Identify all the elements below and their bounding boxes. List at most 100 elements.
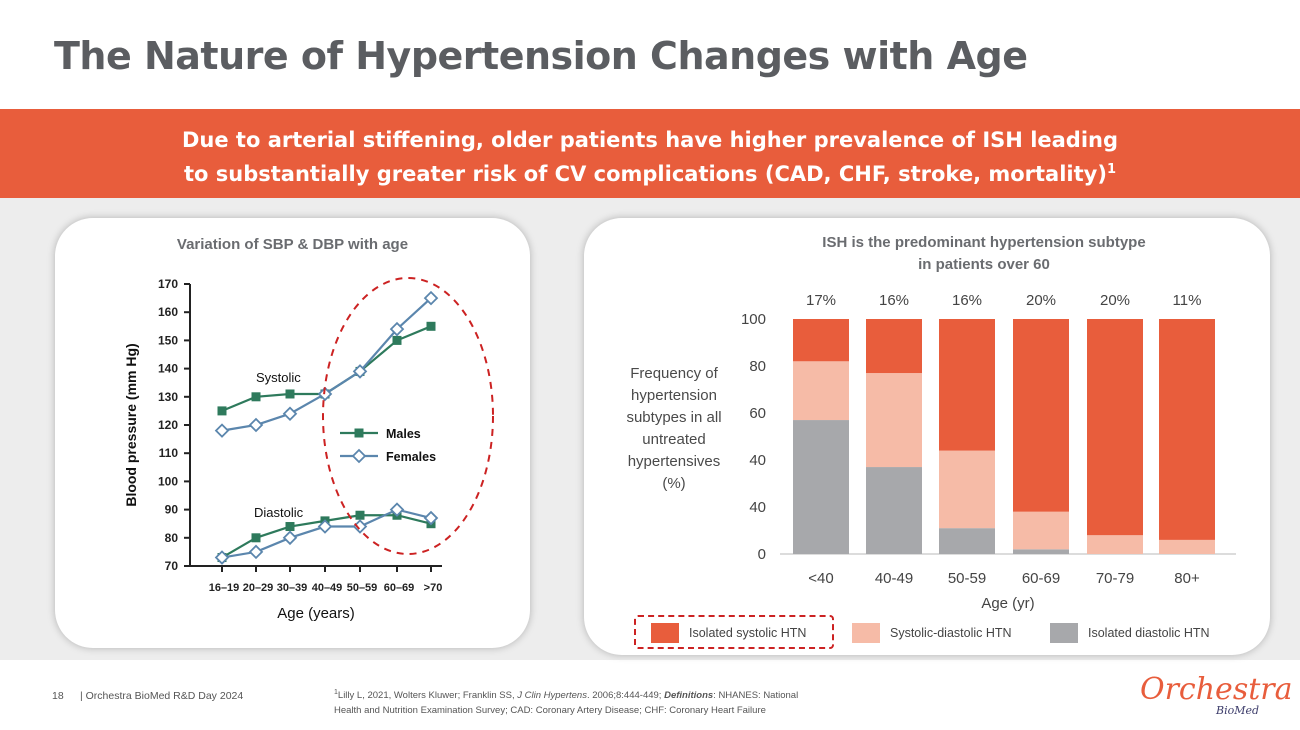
legend-swatch-systolic-diastolic	[852, 623, 880, 643]
female-data-point	[282, 406, 298, 421]
male-data-point	[217, 406, 227, 416]
female-data-point	[352, 364, 368, 379]
male-data-point	[285, 522, 295, 532]
x-tick-label: 40-49	[875, 570, 913, 587]
older-age-highlight-ellipse	[322, 277, 494, 555]
bar-segment-isolated-diastolic-htn	[866, 467, 922, 554]
reference-footnote: 1Lilly L, 2021, Wolters Kluwer; Franklin…	[334, 685, 894, 718]
ylabel-line: untreated	[642, 431, 706, 448]
legend-marker-females	[351, 448, 367, 464]
ylabel-line: hypertensives	[627, 453, 721, 470]
y-tick-label: 100	[741, 311, 766, 328]
banner-superscript: 1	[1106, 162, 1116, 177]
x-axis-label: Age (years)	[277, 605, 355, 622]
bar-segment-isolated-systolic-htn	[1087, 319, 1143, 536]
bar-segment-systolic-diastolic-htn	[793, 361, 849, 421]
bar-top-label: 17%	[806, 292, 836, 309]
y-tick-label: 150	[158, 333, 178, 347]
x-tick-label: 70-79	[1096, 570, 1134, 587]
male-data-point	[251, 533, 261, 543]
y-tick-label: 120	[158, 418, 178, 432]
reference-text: . 2006;8:444-449;	[586, 690, 665, 702]
reference-sup: 1	[334, 689, 338, 696]
logo-wordmark: Orchestra	[1140, 672, 1293, 707]
annotation-systolic: Systolic	[256, 370, 301, 385]
x-tick-label: 30–39	[277, 582, 308, 594]
banner-line-2: to substantially greater risk of CV comp…	[0, 155, 1300, 189]
legend-label-isolated-systolic: Isolated systolic HTN	[689, 626, 807, 640]
bar-segment-isolated-diastolic-htn	[939, 528, 995, 554]
orchestra-biomed-logo: Orchestra BioMed	[1140, 672, 1293, 717]
subtype-chart-title: ISH is the predominant hypertension subt…	[734, 232, 1234, 276]
x-tick-label: <40	[808, 570, 833, 587]
ylabel-line: Frequency of	[630, 365, 718, 382]
y-tick-label: 70	[165, 559, 179, 573]
legend-systolic-diastolic: Systolic-diastolic HTN	[852, 620, 1012, 646]
bar-top-label: 16%	[952, 292, 982, 309]
ylabel-line: hypertension	[631, 387, 717, 404]
y-tick-label: 130	[158, 390, 178, 404]
female-data-point	[389, 502, 405, 517]
htn-subtype-panel: ISH is the predominant hypertension subt…	[584, 218, 1270, 655]
y-tick-label: 90	[165, 503, 179, 517]
female-data-point	[317, 519, 333, 534]
legend-swatch-isolated-systolic	[651, 623, 679, 643]
key-message-banner: Due to arterial stiffening, older patien…	[0, 109, 1300, 198]
reference-journal: J Clin Hypertens	[517, 690, 587, 702]
slide-title: The Nature of Hypertension Changes with …	[54, 34, 1028, 78]
bar-segment-systolic-diastolic-htn	[1013, 511, 1069, 550]
legend-isolated-systolic: Isolated systolic HTN	[651, 620, 806, 646]
y-tick-label: 80	[165, 531, 179, 545]
ylabel-line: (%)	[662, 475, 686, 492]
legend-isolated-diastolic: Isolated diastolic HTN	[1050, 620, 1210, 646]
bar-segment-isolated-diastolic-htn	[1013, 549, 1069, 554]
y-tick-label: 100	[158, 474, 178, 488]
female-data-point	[423, 290, 439, 306]
reference-line-1: 1Lilly L, 2021, Wolters Kluwer; Franklin…	[334, 685, 894, 703]
female-data-point	[214, 423, 230, 438]
legend-label-systolic-diastolic: Systolic-diastolic HTN	[890, 626, 1012, 640]
page-number: 18	[52, 690, 64, 702]
y-tick-label: 160	[158, 305, 178, 319]
isolated-systolic-highlight-box	[634, 615, 834, 649]
x-tick-label: 16–19	[209, 582, 240, 594]
x-axis-label: Age (yr)	[981, 595, 1034, 612]
reference-text: Lilly L, 2021, Wolters Kluwer; Franklin …	[337, 690, 518, 702]
x-tick-label: 80+	[1174, 570, 1200, 587]
female-data-point	[282, 530, 298, 546]
male-data-point	[392, 335, 402, 345]
female-data-point	[248, 417, 264, 433]
x-tick-label: >70	[424, 582, 443, 594]
male-data-point	[251, 392, 261, 402]
female-data-point	[248, 544, 264, 560]
bar-segment-systolic-diastolic-htn	[1159, 539, 1215, 554]
bar-segment-isolated-systolic-htn	[1159, 319, 1215, 540]
reference-definitions-label: Definitions	[664, 690, 714, 702]
reference-line-2: Health and Nutrition Examination Survey;…	[334, 705, 766, 717]
reference-text: : NHANES: National	[713, 690, 799, 702]
x-tick-label: 50–59	[347, 582, 378, 594]
bar-top-label: 11%	[1173, 292, 1202, 309]
x-tick-label: 50-59	[948, 570, 986, 587]
bar-top-label: 16%	[879, 292, 909, 309]
subtype-title-line-2: in patients over 60	[918, 256, 1050, 273]
y-tick-label: 170	[158, 277, 178, 291]
banner-line-1: Due to arterial stiffening, older patien…	[181, 128, 1119, 152]
bar-top-label: 20%	[1100, 292, 1130, 309]
x-tick-label: 60-69	[1022, 570, 1060, 587]
legend-label-males: Males	[386, 427, 421, 441]
event-name: | Orchestra BioMed R&D Day 2024	[80, 690, 244, 702]
legend-swatch-isolated-diastolic	[1050, 623, 1078, 643]
subtype-title-line-1: ISH is the predominant hypertension subt…	[822, 234, 1146, 251]
bar-segment-isolated-systolic-htn	[866, 319, 922, 374]
ylabel-line: subtypes in all	[626, 409, 722, 426]
y-tick-label: 0	[758, 546, 766, 563]
bar-segment-isolated-systolic-htn	[939, 319, 995, 451]
bp-age-panel: Variation of SBP & DBP with age	[55, 218, 530, 648]
y-tick-label: 60	[749, 405, 766, 422]
bar-segment-systolic-diastolic-htn	[1087, 535, 1143, 554]
y-tick-label: 40	[749, 499, 766, 516]
legend-label-females: Females	[386, 450, 436, 464]
